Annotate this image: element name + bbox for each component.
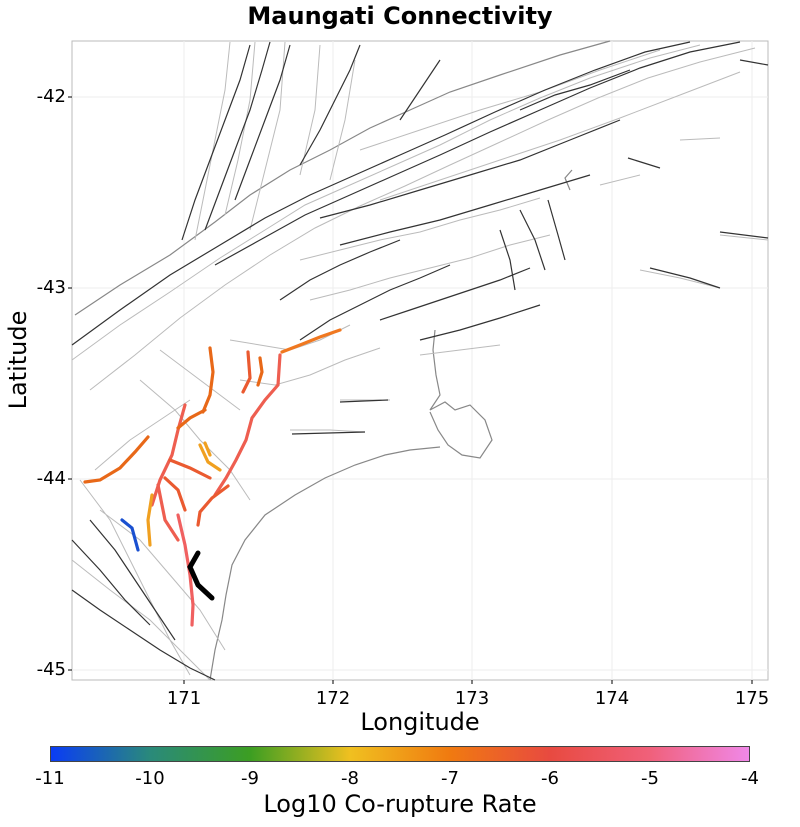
- corupture-fault: [120, 518, 140, 552]
- y-axis-label: Latitude: [4, 310, 32, 410]
- corupture-fault: [280, 328, 342, 354]
- colorbar-title: Log10 Co-rupture Rate: [263, 790, 537, 818]
- corupture-fault: [203, 441, 212, 457]
- x-tick-label: 173: [454, 688, 490, 709]
- gridlines: [72, 41, 768, 680]
- y-tick-label: -44: [36, 468, 66, 489]
- colorbar-tick-label: -10: [135, 768, 165, 789]
- x-axis-label: Longitude: [360, 708, 480, 736]
- fault-traces: [71, 41, 769, 681]
- corupture-fault: [198, 443, 222, 472]
- fault-outlines: [71, 41, 769, 681]
- colorbar-tick-label: -5: [641, 768, 659, 789]
- colorbar-tick-label: -7: [441, 768, 459, 789]
- corupture-fault: [213, 353, 282, 497]
- corupture-fault: [196, 484, 230, 527]
- corupture-fault: [168, 458, 212, 480]
- corupture-faults: [83, 328, 342, 627]
- corupture-fault: [176, 513, 195, 627]
- colorbar-tick-label: -11: [35, 768, 65, 789]
- y-tick-label: -42: [36, 86, 66, 107]
- x-tick-label: 175: [734, 688, 770, 709]
- plot-frame: [71, 40, 769, 681]
- x-tick-label: 171: [166, 688, 202, 709]
- corupture-fault: [256, 356, 264, 387]
- y-tick-label: -43: [36, 277, 66, 298]
- corupture-fault: [146, 493, 154, 547]
- corupture-fault: [163, 476, 187, 512]
- corupture-fault: [156, 483, 180, 542]
- x-tick-label: 172: [315, 688, 351, 709]
- map-title: Maungati Connectivity: [247, 2, 553, 30]
- x-tick-label: 174: [594, 688, 630, 709]
- y-tick-label: -45: [36, 659, 66, 680]
- corupture-fault: [241, 350, 252, 394]
- source-fault: [187, 550, 215, 601]
- colorbar: [50, 746, 750, 762]
- colorbar-tick-label: -6: [541, 768, 559, 789]
- colorbar-tick-label: -9: [241, 768, 259, 789]
- corupture-fault: [83, 435, 150, 484]
- corupture-fault: [201, 346, 215, 414]
- corupture-fault: [176, 408, 207, 430]
- coastline: [74, 40, 611, 681]
- colorbar-tick-label: -4: [741, 768, 759, 789]
- colorbar-tick-label: -8: [341, 768, 359, 789]
